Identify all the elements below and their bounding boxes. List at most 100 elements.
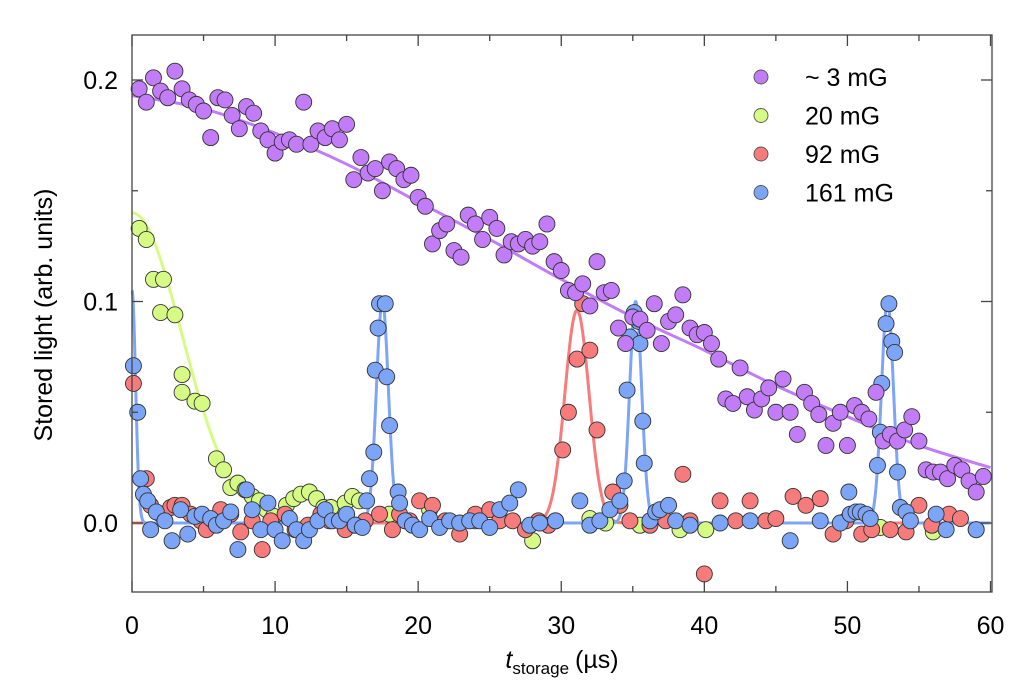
data-point-series-3 <box>937 521 955 539</box>
data-point-series-0 <box>781 403 799 421</box>
data-point-series-2 <box>952 510 969 528</box>
data-point-series-3 <box>618 381 636 399</box>
data-point-series-3 <box>571 492 589 510</box>
data-point-series-2 <box>232 523 250 541</box>
data-point-series-0 <box>195 102 212 120</box>
data-point-series-0 <box>710 350 728 368</box>
data-point-series-0 <box>373 182 391 200</box>
data-points <box>124 62 992 583</box>
data-point-series-0 <box>137 93 155 111</box>
plot-frame <box>131 34 993 593</box>
data-point-series-0 <box>438 215 456 233</box>
data-point-series-2 <box>383 521 401 539</box>
data-point-series-3 <box>547 512 564 530</box>
x-tick-label: 20 <box>404 612 432 640</box>
data-point-series-3 <box>238 481 255 499</box>
data-point-series-3 <box>378 368 396 386</box>
data-point-series-3 <box>611 492 629 510</box>
y-tick-label: 0.0 <box>83 510 118 538</box>
data-point-series-0 <box>166 62 184 80</box>
data-point-series-0 <box>638 321 656 339</box>
data-point-series-3 <box>509 481 527 499</box>
data-point-series-0 <box>452 248 470 266</box>
data-point-series-2 <box>741 492 759 510</box>
data-point-series-0 <box>145 69 162 87</box>
data-point-series-3 <box>243 501 261 519</box>
data-point-series-2 <box>711 492 729 510</box>
data-point-series-1 <box>137 231 155 248</box>
axis-ticks <box>131 35 992 592</box>
data-point-series-3 <box>132 470 150 488</box>
data-point-series-0 <box>667 306 685 324</box>
data-point-series-2 <box>727 512 745 530</box>
data-point-series-2 <box>554 441 572 459</box>
x-axis-label-unit: (µs) <box>575 646 619 674</box>
data-point-series-0 <box>338 115 356 133</box>
data-point-series-2 <box>124 375 142 392</box>
data-point-series-0 <box>817 437 835 454</box>
data-point-series-0 <box>223 106 241 124</box>
x-axis-label-subscript: storage <box>512 659 569 678</box>
data-point-series-3 <box>252 521 270 539</box>
data-point-series-3 <box>163 532 181 550</box>
legend-marker <box>753 108 769 123</box>
data-point-series-2 <box>811 490 829 508</box>
data-point-series-2 <box>797 496 815 514</box>
x-axis-label-main: t <box>505 646 513 674</box>
x-tick-label: 60 <box>977 612 1005 640</box>
data-point-series-0 <box>366 160 384 178</box>
data-point-series-0 <box>731 359 749 377</box>
data-point-series-0 <box>767 403 785 421</box>
data-point-series-0 <box>474 231 492 248</box>
data-point-series-0 <box>424 235 441 253</box>
data-point-series-0 <box>295 93 313 111</box>
data-point-series-2 <box>253 541 271 559</box>
legend-label: ~ 3 mG <box>805 64 888 92</box>
data-point-series-0 <box>331 131 348 149</box>
data-point-series-3 <box>741 512 759 530</box>
data-point-series-0 <box>302 135 320 153</box>
data-point-series-0 <box>831 403 849 421</box>
data-point-series-3 <box>156 512 174 530</box>
data-point-series-3 <box>667 512 685 530</box>
data-point-series-0 <box>488 219 506 237</box>
data-point-series-1 <box>697 521 715 539</box>
x-tick-label: 0 <box>125 612 139 640</box>
data-point-series-1 <box>173 383 191 401</box>
data-point-series-1 <box>215 461 233 479</box>
data-point-series-0 <box>159 89 177 107</box>
data-point-series-3 <box>889 463 906 481</box>
data-point-series-3 <box>172 501 190 519</box>
data-point-series-0 <box>903 408 921 426</box>
data-point-series-3 <box>353 518 371 536</box>
data-point-series-0 <box>645 295 663 313</box>
data-point-series-3 <box>501 494 519 512</box>
data-point-series-0 <box>810 406 828 423</box>
data-point-series-0 <box>345 171 363 189</box>
data-point-series-0 <box>538 215 556 233</box>
legend-marker <box>753 69 769 85</box>
data-point-series-3 <box>660 496 678 514</box>
data-point-series-3 <box>369 319 387 337</box>
data-point-series-0 <box>652 335 670 353</box>
data-point-series-0 <box>967 483 985 501</box>
data-point-series-0 <box>788 425 806 443</box>
data-point-series-0 <box>838 437 856 454</box>
y-axis-label: Stored light (arb. units) <box>30 189 58 442</box>
data-point-series-3 <box>411 521 429 539</box>
data-point-series-0 <box>466 215 484 233</box>
data-point-series-3 <box>811 512 829 530</box>
data-point-series-3 <box>877 315 895 333</box>
data-point-series-0 <box>581 297 599 315</box>
data-point-series-0 <box>974 468 992 485</box>
data-point-series-0 <box>860 410 878 428</box>
x-tick-label: 30 <box>547 612 575 640</box>
y-tick-labels: 0.0 0.1 0.2 <box>83 67 118 538</box>
legend-label: 20 mG <box>805 103 880 131</box>
data-point-series-2 <box>695 565 713 583</box>
data-point-series-0 <box>230 120 248 138</box>
data-point-series-0 <box>216 91 234 109</box>
data-point-series-3 <box>635 454 653 472</box>
data-point-series-3 <box>781 532 799 550</box>
